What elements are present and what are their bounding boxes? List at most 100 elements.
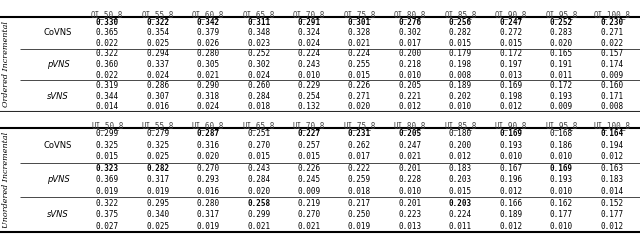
Text: 0.015: 0.015 (449, 39, 472, 48)
Text: 0.325: 0.325 (146, 141, 169, 150)
Text: 0.330: 0.330 (95, 18, 119, 27)
Text: OI_70_8: OI_70_8 (293, 10, 325, 19)
Text: 0.229: 0.229 (298, 81, 321, 90)
Text: 0.205: 0.205 (398, 81, 422, 90)
Text: 0.271: 0.271 (348, 92, 371, 101)
Text: 0.224: 0.224 (298, 49, 321, 59)
Text: 0.012: 0.012 (449, 152, 472, 161)
Text: UI_55_8: UI_55_8 (141, 121, 174, 130)
Text: UI_70_8: UI_70_8 (293, 121, 325, 130)
Text: 0.177: 0.177 (600, 210, 623, 219)
Text: 0.023: 0.023 (247, 39, 270, 48)
Text: 0.169: 0.169 (550, 164, 573, 173)
Text: 0.243: 0.243 (247, 164, 270, 173)
Text: 0.172: 0.172 (499, 49, 522, 59)
Text: 0.227: 0.227 (298, 129, 321, 138)
Text: 0.015: 0.015 (298, 152, 321, 161)
Text: 0.259: 0.259 (348, 176, 371, 184)
Text: 0.291: 0.291 (298, 18, 321, 27)
Text: 0.019: 0.019 (95, 187, 119, 196)
Text: 0.021: 0.021 (298, 222, 321, 231)
Text: OI_50_8: OI_50_8 (91, 10, 124, 19)
Text: 0.022: 0.022 (95, 70, 119, 80)
Text: 0.020: 0.020 (247, 187, 270, 196)
Text: 0.020: 0.020 (196, 152, 220, 161)
Text: 0.286: 0.286 (146, 81, 169, 90)
Text: 0.021: 0.021 (398, 152, 422, 161)
Text: 0.257: 0.257 (298, 141, 321, 150)
Text: 0.295: 0.295 (146, 199, 169, 208)
Text: 0.017: 0.017 (348, 152, 371, 161)
Text: 0.228: 0.228 (398, 176, 422, 184)
Text: 0.017: 0.017 (398, 39, 422, 48)
Text: 0.369: 0.369 (95, 176, 119, 184)
Text: 0.160: 0.160 (600, 81, 623, 90)
Text: 0.328: 0.328 (348, 28, 371, 37)
Text: 0.317: 0.317 (196, 210, 220, 219)
Text: 0.012: 0.012 (398, 102, 422, 111)
Text: 0.230: 0.230 (600, 18, 623, 27)
Text: 0.222: 0.222 (348, 164, 371, 173)
Text: 0.010: 0.010 (449, 102, 472, 111)
Text: 0.015: 0.015 (247, 152, 270, 161)
Text: 0.015: 0.015 (449, 187, 472, 196)
Text: 0.360: 0.360 (95, 60, 119, 69)
Text: 0.013: 0.013 (499, 70, 522, 80)
Text: 0.132: 0.132 (298, 102, 321, 111)
Text: 0.179: 0.179 (449, 49, 472, 59)
Text: 0.202: 0.202 (449, 92, 472, 101)
Text: 0.194: 0.194 (600, 141, 623, 150)
Text: 0.280: 0.280 (196, 49, 220, 59)
Text: 0.011: 0.011 (550, 70, 573, 80)
Text: 0.282: 0.282 (449, 28, 472, 37)
Text: 0.165: 0.165 (550, 49, 573, 59)
Text: 0.021: 0.021 (196, 70, 220, 80)
Text: 0.171: 0.171 (600, 92, 623, 101)
Text: 0.311: 0.311 (247, 18, 270, 27)
Text: 0.018: 0.018 (247, 102, 270, 111)
Text: 0.223: 0.223 (398, 210, 422, 219)
Text: pVNS: pVNS (47, 176, 69, 184)
Text: 0.293: 0.293 (196, 176, 220, 184)
Text: 0.226: 0.226 (348, 81, 371, 90)
Text: 0.169: 0.169 (499, 81, 522, 90)
Text: 0.203: 0.203 (449, 199, 472, 208)
Text: 0.322: 0.322 (146, 18, 169, 27)
Text: 0.301: 0.301 (348, 18, 371, 27)
Text: 0.319: 0.319 (95, 81, 119, 90)
Text: 0.354: 0.354 (146, 28, 169, 37)
Text: 0.226: 0.226 (298, 164, 321, 173)
Text: OI_75_8: OI_75_8 (343, 10, 376, 19)
Text: 0.284: 0.284 (247, 176, 270, 184)
Text: 0.260: 0.260 (247, 81, 270, 90)
Text: 0.025: 0.025 (146, 152, 169, 161)
Text: sVNS: sVNS (47, 210, 69, 219)
Text: OI_80_8: OI_80_8 (394, 10, 426, 19)
Text: 0.348: 0.348 (247, 28, 270, 37)
Text: 0.250: 0.250 (348, 210, 371, 219)
Text: 0.231: 0.231 (348, 129, 371, 138)
Text: 0.247: 0.247 (398, 141, 422, 150)
Text: UI_60_8: UI_60_8 (192, 121, 225, 130)
Text: OI_85_8: OI_85_8 (444, 10, 477, 19)
Text: 0.172: 0.172 (550, 81, 573, 90)
Text: 0.318: 0.318 (196, 92, 220, 101)
Text: 0.252: 0.252 (247, 49, 270, 59)
Text: 0.183: 0.183 (600, 176, 623, 184)
Text: 0.262: 0.262 (348, 141, 371, 150)
Text: 0.020: 0.020 (348, 102, 371, 111)
Text: 0.255: 0.255 (348, 60, 371, 69)
Text: 0.009: 0.009 (600, 70, 623, 80)
Text: 0.027: 0.027 (95, 222, 119, 231)
Text: 0.026: 0.026 (196, 39, 220, 48)
Text: 0.276: 0.276 (398, 18, 422, 27)
Text: CoVNS: CoVNS (44, 28, 72, 37)
Text: 0.008: 0.008 (600, 102, 623, 111)
Text: 0.200: 0.200 (449, 141, 472, 150)
Text: 0.010: 0.010 (550, 152, 573, 161)
Text: 0.198: 0.198 (449, 60, 472, 69)
Text: 0.163: 0.163 (600, 164, 623, 173)
Text: 0.019: 0.019 (348, 222, 371, 231)
Text: 0.219: 0.219 (298, 199, 321, 208)
Text: 0.322: 0.322 (95, 49, 119, 59)
